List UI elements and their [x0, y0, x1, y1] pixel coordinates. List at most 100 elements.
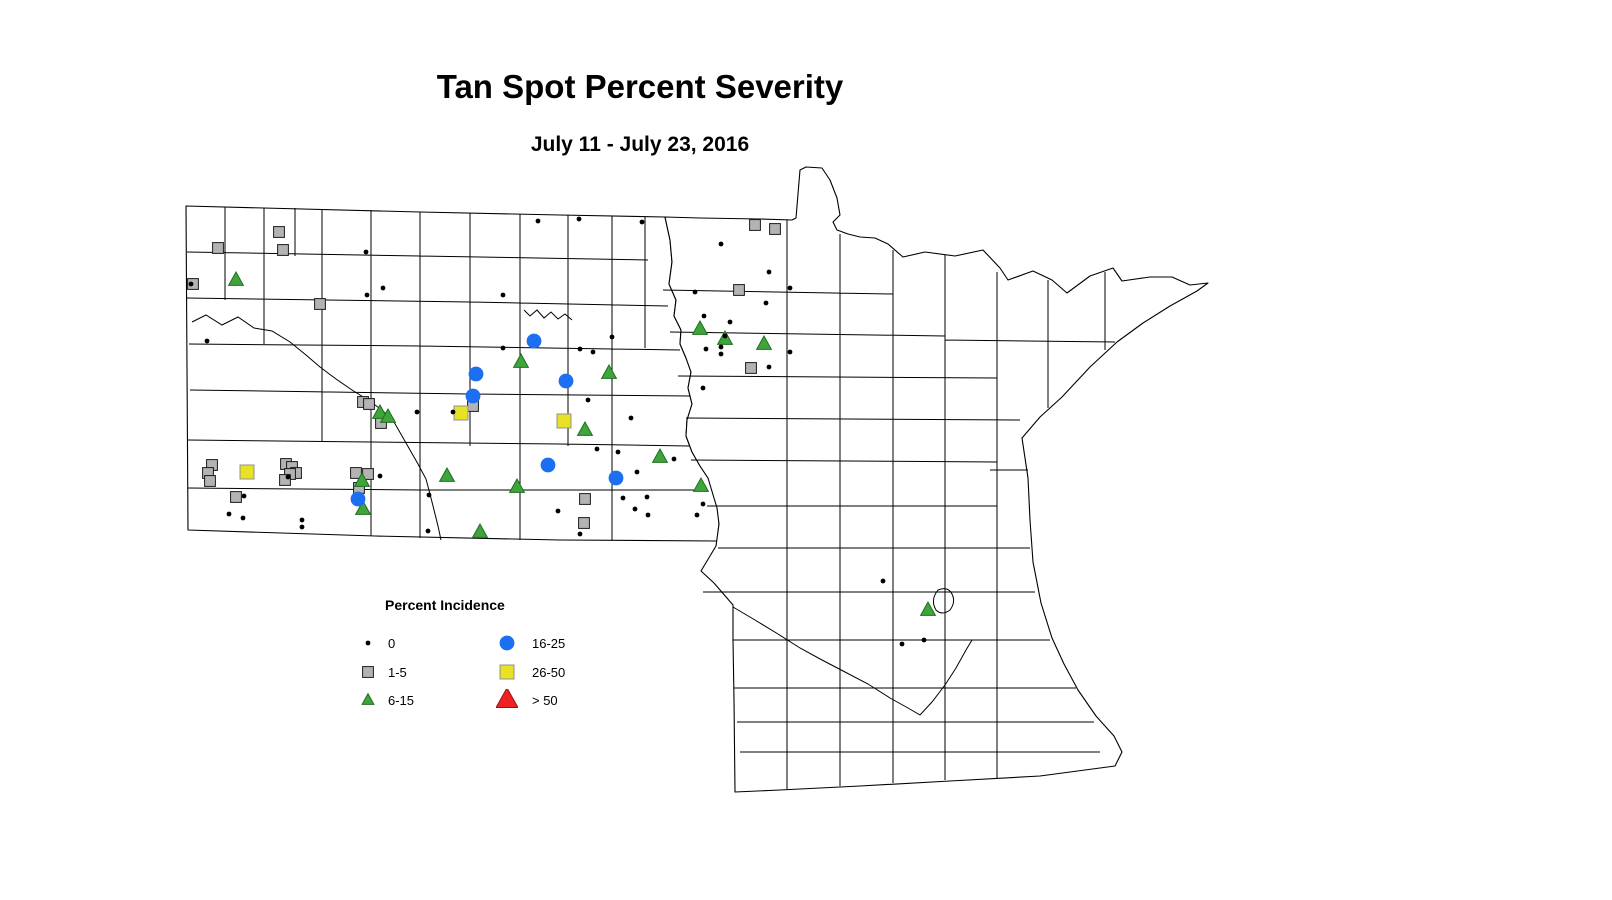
marker-0: [414, 409, 420, 415]
marker-6-15: [600, 363, 618, 379]
marker-0: [380, 285, 386, 291]
marker-6-15: [512, 352, 530, 368]
marker-6-15: [755, 334, 773, 350]
marker-26-50: [453, 405, 469, 421]
marker-6-15: [471, 522, 489, 538]
marker-6-15: [438, 466, 456, 482]
marker-6-15: [692, 476, 710, 492]
marker-1-5: [363, 398, 375, 410]
marker-1-5: [733, 284, 745, 296]
marker-0: [787, 349, 793, 355]
marker-0: [644, 494, 650, 500]
marker-6-15: [353, 471, 371, 487]
marker-0: [555, 508, 561, 514]
marker-0: [188, 281, 194, 287]
marker-0: [241, 493, 247, 499]
marker-0: [671, 456, 677, 462]
marker-0: [299, 517, 305, 523]
marker-6-15: [919, 600, 937, 616]
marker-0: [694, 512, 700, 518]
marker-1-5: [273, 226, 285, 238]
marker-16-25: [558, 373, 574, 389]
marker-1-5: [579, 493, 591, 505]
marker-1-5: [204, 475, 216, 487]
marker-16-25: [526, 333, 542, 349]
marker-0: [766, 364, 772, 370]
marker-0: [718, 241, 724, 247]
marker-0: [880, 578, 886, 584]
marker-0: [240, 515, 246, 521]
marker-0: [701, 313, 707, 319]
marker-0: [299, 524, 305, 530]
marker-0: [609, 334, 615, 340]
marker-0: [620, 495, 626, 501]
marker-1-5: [578, 517, 590, 529]
marker-0: [226, 511, 232, 517]
marker-0: [639, 219, 645, 225]
marker-1-5: [749, 219, 761, 231]
marker-0: [700, 501, 706, 507]
marker-1-5: [769, 223, 781, 235]
marker-0: [615, 449, 621, 455]
marker-16-25: [540, 457, 556, 473]
marker-0: [718, 344, 724, 350]
marker-0: [500, 292, 506, 298]
marker-16-25: [465, 388, 481, 404]
marker-6-15: [508, 477, 526, 493]
marker-0: [576, 216, 582, 222]
marker-0: [700, 385, 706, 391]
marker-6-15: [227, 270, 245, 286]
marker-0: [645, 512, 651, 518]
marker-1-5: [279, 474, 291, 486]
marker-6-15: [379, 407, 397, 423]
marker-0: [634, 469, 640, 475]
marker-26-50: [556, 413, 572, 429]
map-markers: [187, 216, 937, 647]
marker-0: [364, 292, 370, 298]
marker-0: [722, 333, 728, 339]
marker-16-25: [350, 491, 366, 507]
marker-0: [727, 319, 733, 325]
county-lines-minnesota: [662, 220, 1116, 789]
marker-0: [921, 637, 927, 643]
marker-16-25: [468, 366, 484, 382]
marker-0: [535, 218, 541, 224]
marker-6-15: [691, 319, 709, 335]
mille-lacs-lake: [932, 588, 955, 614]
marker-0: [377, 473, 383, 479]
marker-0: [585, 397, 591, 403]
marker-16-25: [608, 470, 624, 486]
marker-1-5: [350, 467, 362, 479]
marker-1-5: [277, 244, 289, 256]
marker-0: [692, 289, 698, 295]
marker-0: [766, 269, 772, 275]
minnesota-river-line: [732, 606, 973, 716]
marker-0: [632, 506, 638, 512]
marker-0: [703, 346, 709, 352]
marker-0: [426, 492, 432, 498]
marker-0: [594, 446, 600, 452]
marker-1-5: [212, 242, 224, 254]
marker-0: [363, 249, 369, 255]
marker-0: [787, 285, 793, 291]
marker-6-15: [354, 499, 372, 515]
marker-26-50: [239, 464, 255, 480]
missouri-river-line: [191, 314, 442, 541]
marker-6-15: [651, 447, 669, 463]
marker-6-15: [371, 403, 389, 419]
marker-0: [577, 346, 583, 352]
marker-0: [763, 300, 769, 306]
marker-0: [425, 528, 431, 534]
marker-1-5: [745, 362, 757, 374]
devils-lake-line: [523, 309, 573, 321]
page-title: Tan Spot Percent Severity: [436, 68, 844, 105]
marker-0: [628, 415, 634, 421]
marker-0: [450, 409, 456, 415]
state-outline-minnesota: [664, 166, 1209, 793]
page-subtitle: July 11 - July 23, 2016: [530, 133, 750, 156]
marker-0: [590, 349, 596, 355]
marker-0: [204, 338, 210, 344]
marker-1-5: [230, 491, 242, 503]
